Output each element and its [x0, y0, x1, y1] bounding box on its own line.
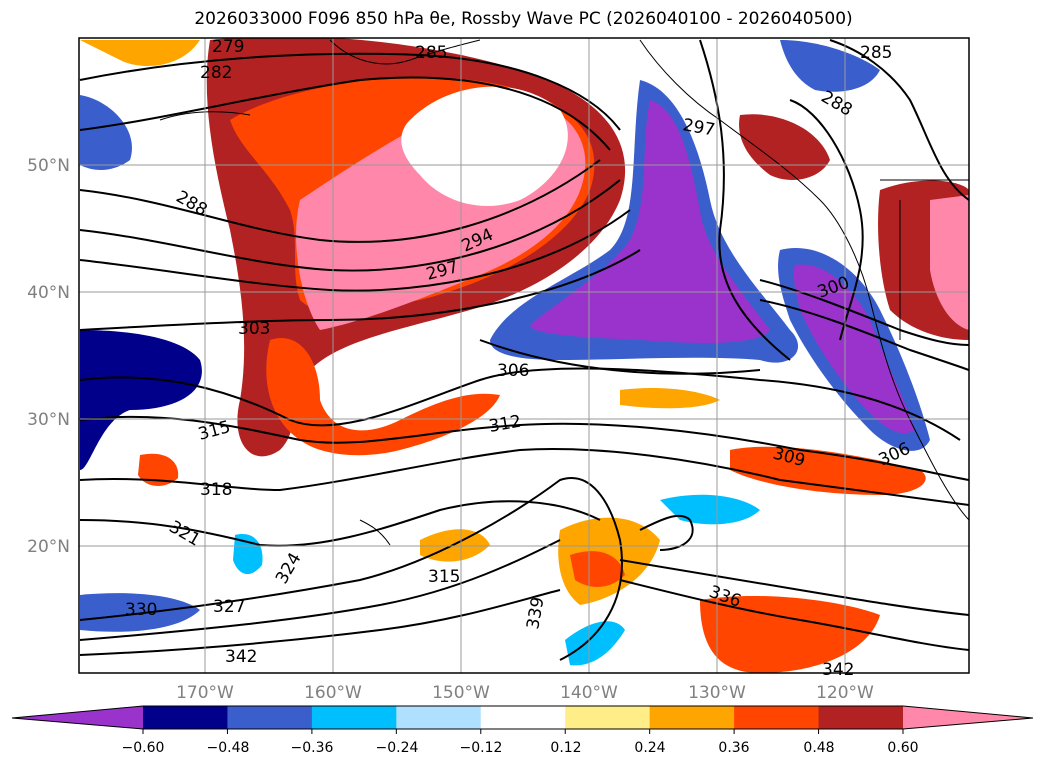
shade-red-north [739, 114, 830, 180]
map-title: 2026033000 F096 850 hPa θe, Rossby Wave … [194, 9, 853, 29]
cb-tick-label: 0.60 [887, 740, 918, 756]
cb-tick-label: 0.24 [634, 740, 665, 756]
lat-label-40n: 40°N [27, 283, 70, 303]
coastlines [159, 39, 969, 546]
contour-label-315-south: 315 [428, 567, 460, 587]
contour-label-303: 303 [238, 319, 270, 339]
theta-e-contours [79, 39, 969, 661]
lon-label-150w: 150°W [432, 683, 490, 703]
colorbar-segment [480, 706, 566, 729]
contour-label-342-se: 342 [822, 660, 854, 680]
contour-label-330: 330 [125, 600, 157, 620]
cb-tick-label: 0.48 [803, 740, 834, 756]
shade-red-25n [138, 453, 179, 486]
shade-orange-30n [620, 388, 720, 409]
lon-label-120w: 120°W [816, 683, 874, 703]
map-frame [78, 37, 970, 674]
shade-cyan-south [565, 621, 625, 666]
colorbar-segment [143, 706, 228, 729]
contour-label-342: 342 [225, 647, 257, 667]
contour-label-306: 306 [497, 361, 529, 381]
lat-label-50n: 50°N [27, 156, 70, 176]
cb-tick-label: 0.12 [550, 740, 581, 756]
lat-label-20n: 20°N [27, 537, 70, 557]
latitude-labels: 50°N 40°N 30°N 20°N [27, 156, 70, 557]
contour-label-285: 285 [415, 43, 447, 63]
shade-purple-coast [793, 264, 915, 434]
cb-tick-label: −0.60 [122, 740, 165, 756]
colorbar: −0.60 −0.48 −0.36 −0.24 −0.12 0.12 0.24 … [11, 705, 1034, 756]
colorbar-ticks [142, 729, 904, 734]
shade-orange-25n [730, 446, 926, 495]
shade-blue-ne [780, 40, 880, 92]
colorbar-segment [227, 706, 313, 729]
contour-label-285-ne: 285 [860, 43, 892, 63]
shade-orange-20n [420, 529, 490, 562]
shade-white-interior [401, 86, 568, 206]
colorbar-extend-right [903, 706, 1033, 729]
colorbar-segment [565, 706, 651, 729]
colorbar-extend-left [12, 706, 143, 729]
shade-navy-west [80, 330, 202, 470]
colorbar-segment [649, 706, 735, 729]
shade-orange-se [700, 595, 880, 673]
shade-orange-top [80, 40, 200, 66]
cb-tick-label: −0.24 [376, 740, 419, 756]
lon-label-140w: 140°W [560, 683, 618, 703]
lat-label-30n: 30°N [27, 410, 70, 430]
lon-label-130w: 130°W [688, 683, 746, 703]
colorbar-segment [396, 706, 482, 729]
colorbar-segments [143, 706, 904, 729]
cb-tick-label: 0.36 [718, 740, 749, 756]
colorbar-tick-labels: −0.60 −0.48 −0.36 −0.24 −0.12 0.12 0.24 … [122, 740, 919, 756]
colorbar-segment [818, 706, 904, 729]
contour-label-279: 279 [212, 37, 244, 57]
lon-label-160w: 160°W [304, 683, 362, 703]
lon-label-170w: 170°W [176, 683, 234, 703]
colorbar-segment [734, 706, 820, 729]
cb-tick-label: −0.12 [460, 740, 503, 756]
contour-label-327: 327 [213, 597, 245, 617]
graticule [79, 38, 969, 673]
cb-tick-label: −0.36 [291, 740, 334, 756]
shade-purple-trough [530, 100, 770, 343]
longitude-labels: 170°W 160°W 150°W 140°W 130°W 120°W [176, 683, 874, 703]
shade-red-south [570, 551, 625, 587]
shade-blue-west [80, 95, 132, 170]
shade-pink-east [930, 195, 969, 330]
contour-label-318: 318 [200, 480, 232, 500]
cb-tick-label: −0.48 [207, 740, 250, 756]
colorbar-segment [311, 706, 397, 729]
contour-label-282: 282 [200, 63, 232, 83]
